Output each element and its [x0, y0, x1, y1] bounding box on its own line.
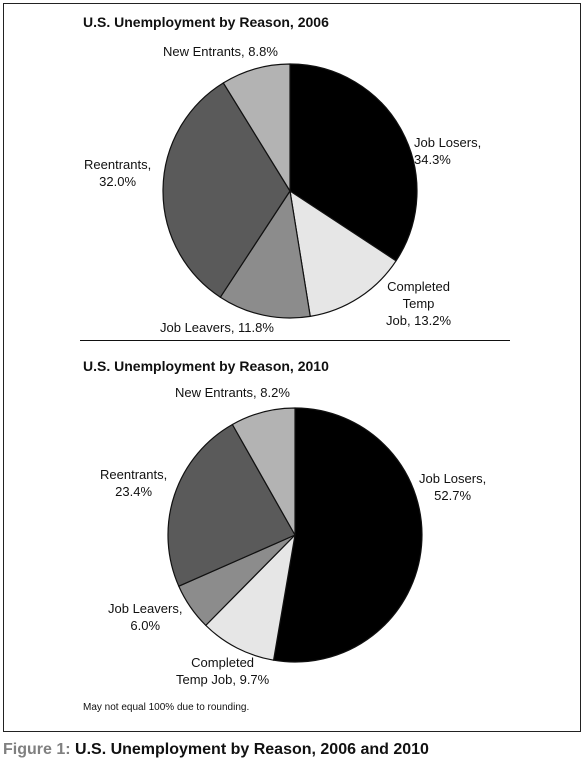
- slice-label-2006-reentrants: Reentrants, 32.0%: [84, 156, 151, 190]
- slice-label-line: Job, 13.2%: [386, 313, 452, 328]
- slice-label-line: Job Losers,: [419, 471, 487, 486]
- slice-label-2010-new-entrants: New Entrants, 8.2%: [175, 384, 290, 401]
- slice-label-line: Reentrants,: [100, 467, 168, 482]
- slice-label-line: Temp Job, 9.7%: [176, 672, 270, 687]
- slice-label-2010-job-leavers: Job Leavers, 6.0%: [108, 600, 182, 634]
- footnote: May not equal 100% due to rounding.: [83, 702, 250, 713]
- figure-caption-text: U.S. Unemployment by Reason, 2006 and 20…: [75, 741, 429, 758]
- slice-label-line: Temp: [402, 296, 435, 311]
- slice-label-line: Completed: [387, 279, 450, 294]
- slice-label-line: 52.7%: [434, 488, 472, 503]
- slice-label-line: 6.0%: [130, 618, 161, 633]
- slice-label-line: Reentrants,: [84, 157, 152, 172]
- slice-label-2006-job-leavers: Job Leavers, 11.8%: [160, 319, 274, 336]
- slice-label-line: Job Leavers, 11.8%: [160, 320, 274, 335]
- slice-label-2006-job-losers: Job Losers, 34.3%: [414, 134, 481, 168]
- slice-label-line: 34.3%: [414, 152, 451, 167]
- slice-label-2010-reentrants: Reentrants, 23.4%: [100, 466, 167, 500]
- slice-label-line: Job Losers,: [414, 135, 482, 150]
- slice-label-2010-job-losers: Job Losers, 52.7%: [419, 470, 486, 504]
- slice-label-2006-completed-temp-job: Completed Temp Job, 13.2%: [386, 278, 451, 329]
- chart-title-2010: U.S. Unemployment by Reason, 2010: [83, 358, 329, 374]
- chart-divider: [80, 340, 510, 341]
- slice-label-line: 32.0%: [99, 174, 137, 189]
- figure-caption: Figure 1: U.S. Unemployment by Reason, 2…: [3, 741, 429, 759]
- slice-label-line: New Entrants, 8.2%: [175, 385, 290, 400]
- slice-label-line: Completed: [191, 655, 255, 670]
- slice-label-line: Job Leavers,: [108, 601, 183, 616]
- slice-label-2006-new-entrants: New Entrants, 8.8%: [163, 43, 278, 60]
- chart-title-2006: U.S. Unemployment by Reason, 2006: [83, 14, 329, 30]
- slice-label-line: 23.4%: [115, 484, 153, 499]
- slice-label-line: New Entrants, 8.8%: [163, 44, 278, 59]
- figure-caption-label: Figure 1:: [3, 741, 71, 758]
- slice-label-2010-completed-temp-job: Completed Temp Job, 9.7%: [176, 654, 269, 688]
